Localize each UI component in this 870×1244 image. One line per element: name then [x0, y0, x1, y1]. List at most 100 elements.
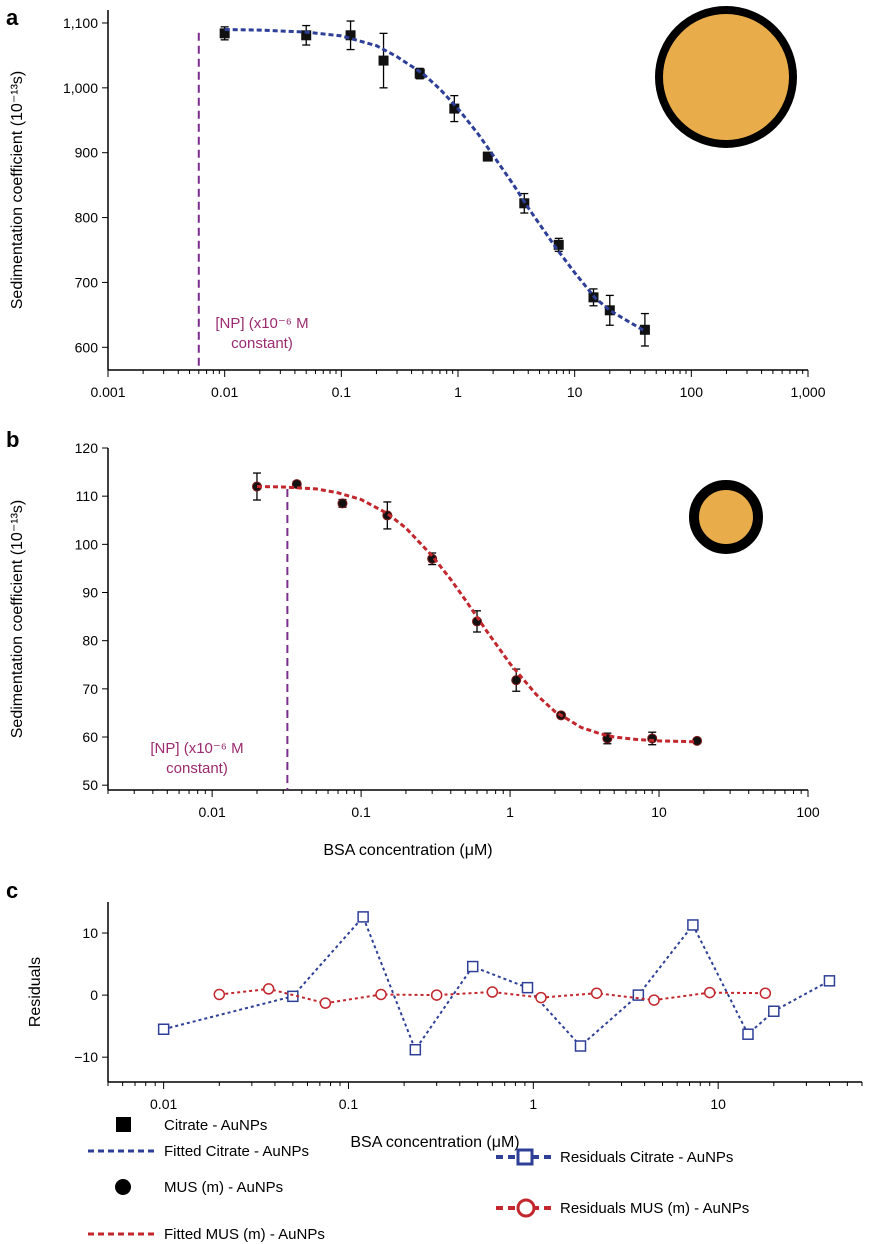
residual-point-circle	[590, 987, 603, 999]
legend-fitted-citrate: Fitted Citrate - AuNPs	[164, 1143, 309, 1160]
x-tick-label: 0.01	[198, 804, 225, 820]
x-tick-label: 10	[710, 1096, 726, 1112]
residual-point-circle	[319, 997, 332, 1009]
residual-point-circle	[430, 989, 443, 1001]
y-tick-label: 900	[75, 145, 99, 161]
x-tick-label: 1	[529, 1096, 537, 1112]
data-point-square	[345, 30, 356, 41]
x-axis-title: BSA concentration (μM)	[350, 1134, 519, 1151]
y-tick-label: 1,000	[63, 80, 98, 96]
legend-residuals-citrate-marker	[516, 1148, 534, 1166]
fitted-curve	[256, 485, 698, 744]
x-tick-label: 1	[506, 804, 514, 820]
residual-point-circle	[648, 994, 660, 1006]
residual-point-square	[768, 1005, 780, 1017]
panel-letter-c: c	[6, 878, 18, 903]
residual-point-square	[466, 960, 479, 973]
y-tick-label: 60	[82, 729, 98, 745]
data-point-square	[301, 30, 312, 41]
data-point-circle	[291, 479, 302, 490]
y-tick-label: 1,100	[63, 15, 98, 31]
residual-point-square	[357, 911, 369, 923]
data-point-square	[378, 55, 389, 66]
data-point-square	[449, 103, 460, 114]
x-tick-label: 10	[567, 384, 583, 400]
fitted-curve	[224, 28, 646, 333]
residual-point-circle	[703, 986, 716, 999]
chart-panel-c: 0.01 0.1 1 10 −10 0 10 Residuals BSA concentrati…	[27, 902, 863, 1151]
np-label-line1: [NP] (x10⁻⁶ M	[150, 740, 243, 757]
data-point-circle	[511, 675, 522, 686]
residual-point-square	[823, 975, 836, 987]
panel-letter-a: a	[6, 5, 19, 30]
residual-point-square	[632, 989, 645, 1001]
residual-line	[219, 987, 766, 1005]
x-tick-label: 0.1	[351, 804, 371, 820]
residual-point-circle	[375, 988, 387, 1001]
residual-point-circle	[535, 991, 547, 1004]
legend-residuals-mus-marker	[516, 1198, 536, 1218]
x-tick-label: 100	[796, 804, 820, 820]
x-tick-label: 100	[680, 384, 704, 400]
residual-point-square	[574, 1040, 587, 1052]
chart-panel-b: 0.01 0.1 1 10 1005060708090100110120Sediment…	[9, 440, 820, 859]
np-label-line2: constant)	[231, 335, 293, 352]
residual-point-circle	[262, 983, 275, 995]
chart-panel-a: 0.001 0.01 0.1 1 10 100 1,000 600 700 800 900 1,000…	[9, 10, 826, 400]
small-particle-icon	[689, 480, 763, 554]
data-point-square	[639, 324, 650, 335]
y-tick-label: 80	[82, 633, 98, 649]
legend-residuals-citrate: Residuals Citrate - AuNPs	[560, 1149, 733, 1166]
y-tick-label: 600	[75, 339, 99, 355]
data-point-square	[553, 239, 564, 250]
y-axis-title: Residuals	[27, 957, 44, 1027]
y-tick-label: 70	[82, 681, 98, 697]
x-tick-label: 0.01	[150, 1096, 177, 1112]
x-tick-label: 1,000	[790, 384, 825, 400]
legend-citrate: Citrate - AuNPs	[164, 1117, 267, 1134]
y-tick-label: 110	[76, 488, 99, 504]
y-tick-label: 120	[75, 440, 99, 456]
data-point-square	[414, 68, 425, 79]
y-tick-label: 700	[75, 274, 99, 290]
legend-residuals-mus: Residuals MUS (m) - AuNPs	[560, 1200, 749, 1217]
data-point-square	[219, 28, 230, 39]
residual-point-circle	[759, 987, 772, 999]
residual-point-circle	[213, 988, 226, 1001]
data-point-square	[482, 151, 493, 162]
y-tick-label: 0	[90, 987, 98, 1003]
residual-point-circle	[486, 986, 499, 998]
data-point-circle	[337, 498, 348, 509]
residual-point-square	[521, 981, 534, 994]
panel-letter-b: b	[6, 427, 19, 452]
x-axis-title: BSA concentration (μM)	[323, 842, 492, 859]
x-tick-label: 0.001	[90, 384, 125, 400]
y-tick-label: −10	[74, 1049, 98, 1065]
legend-mus: MUS (m) - AuNPs	[164, 1179, 283, 1196]
x-tick-label: 1	[454, 384, 462, 400]
residual-point-square	[742, 1028, 754, 1040]
legend-square-marker	[116, 1117, 131, 1132]
y-tick-label: 10	[82, 925, 98, 941]
x-tick-label: 0.1	[332, 384, 352, 400]
y-tick-label: 800	[75, 210, 99, 226]
legend: Citrate - AuNPs Fitted Citrate - AuNPs M…	[88, 1117, 749, 1243]
np-label-line1: [NP] (x10⁻⁶ M	[215, 315, 308, 332]
residual-line	[163, 915, 830, 1052]
x-tick-label: 0.01	[211, 384, 238, 400]
y-axis-title: Sedimentation coefficient (10⁻¹³s)	[9, 71, 26, 309]
large-particle-icon	[655, 6, 797, 148]
y-tick-label: 100	[75, 536, 99, 552]
x-tick-label: 0.1	[339, 1096, 359, 1112]
residual-point-square	[687, 919, 699, 931]
data-point-square	[604, 305, 615, 316]
residual-point-square	[409, 1043, 422, 1056]
y-tick-label: 50	[82, 777, 98, 793]
legend-fitted-mus: Fitted MUS (m) - AuNPs	[164, 1226, 325, 1243]
np-label-line2: constant)	[166, 760, 228, 777]
y-axis-title: Sedimentation coefficient (10⁻¹³s)	[9, 500, 26, 738]
legend-circle-marker	[115, 1179, 131, 1195]
residual-point-square	[157, 1023, 170, 1035]
y-tick-label: 90	[82, 585, 98, 601]
